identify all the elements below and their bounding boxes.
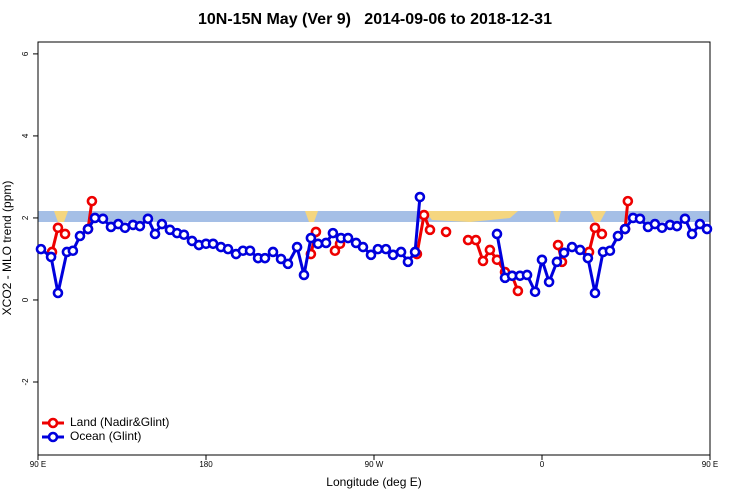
data-point	[477, 255, 489, 267]
data-point	[418, 209, 430, 221]
data-point	[52, 287, 64, 299]
data-point	[86, 195, 98, 207]
data-point	[134, 220, 146, 232]
data-point	[558, 247, 570, 259]
data-point	[298, 269, 310, 281]
data-point	[424, 224, 436, 236]
data-point	[536, 254, 548, 266]
y-tick-label: 4	[21, 133, 30, 138]
data-point	[357, 241, 369, 253]
data-point	[686, 228, 698, 240]
x-tick-label: 90 E	[30, 460, 46, 469]
data-point	[380, 243, 392, 255]
data-point	[596, 228, 608, 240]
data-point	[45, 251, 57, 263]
data-point	[622, 195, 634, 207]
data-point	[178, 229, 190, 241]
x-tick-label: 0	[540, 460, 545, 469]
data-point	[149, 228, 161, 240]
data-point	[619, 223, 631, 235]
legend-swatch-marker	[47, 431, 59, 443]
data-point	[74, 230, 86, 242]
data-point	[512, 285, 524, 297]
data-point	[329, 245, 341, 257]
data-point	[574, 244, 586, 256]
legend: Land (Nadir&Glint)Ocean (Glint)	[42, 415, 169, 443]
data-point	[59, 228, 71, 240]
y-tick-label: 2	[21, 215, 30, 220]
data-point	[671, 220, 683, 232]
data-point	[551, 256, 563, 268]
data-point	[97, 213, 109, 225]
x-tick-label: 90 E	[702, 460, 718, 469]
data-point	[35, 243, 47, 255]
data-point	[82, 223, 94, 235]
x-tick-label: 90 W	[365, 460, 384, 469]
surface-strip	[38, 211, 710, 222]
data-point	[552, 239, 564, 251]
y-axis-label: XCO2 - MLO trend (ppm)	[0, 181, 14, 316]
y-tick-label: 0	[21, 297, 30, 302]
chart-title: 10N-15N May (Ver 9) 2014-09-06 to 2018-1…	[198, 11, 552, 28]
data-point	[701, 223, 713, 235]
data-point	[589, 287, 601, 299]
data-point	[440, 226, 452, 238]
legend-swatch-marker	[47, 417, 59, 429]
data-point	[52, 222, 64, 234]
legend-label: Ocean (Glint)	[70, 429, 141, 443]
data-point	[491, 228, 503, 240]
x-tick-label: 180	[199, 460, 213, 469]
data-point	[409, 246, 421, 258]
data-point	[529, 286, 541, 298]
data-point	[679, 213, 691, 225]
data-point	[414, 191, 426, 203]
data-point	[521, 269, 533, 281]
data-point	[402, 256, 414, 268]
data-point	[275, 253, 287, 265]
data-point	[543, 276, 555, 288]
data-point	[634, 213, 646, 225]
data-point	[282, 258, 294, 270]
data-point	[142, 213, 154, 225]
y-tick-label: 6	[21, 51, 30, 56]
data-point	[156, 218, 168, 230]
legend-label: Land (Nadir&Glint)	[70, 415, 169, 429]
data-point	[305, 232, 317, 244]
y-tick-label: -2	[21, 378, 30, 386]
data-point	[244, 245, 256, 257]
data-point	[612, 230, 624, 242]
data-point	[470, 234, 482, 246]
data-point	[365, 249, 377, 261]
data-point	[484, 244, 496, 256]
data-point	[259, 252, 271, 264]
data-point	[342, 232, 354, 244]
data-point	[222, 243, 234, 255]
data-point	[395, 246, 407, 258]
data-point	[589, 222, 601, 234]
data-point	[267, 246, 279, 258]
data-point	[320, 237, 332, 249]
x-axis-label: Longitude (deg E)	[326, 475, 421, 489]
data-point	[604, 245, 616, 257]
data-point	[291, 241, 303, 253]
data-point	[327, 227, 339, 239]
data-point	[67, 245, 79, 257]
data-point	[694, 218, 706, 230]
data-point	[582, 252, 594, 264]
